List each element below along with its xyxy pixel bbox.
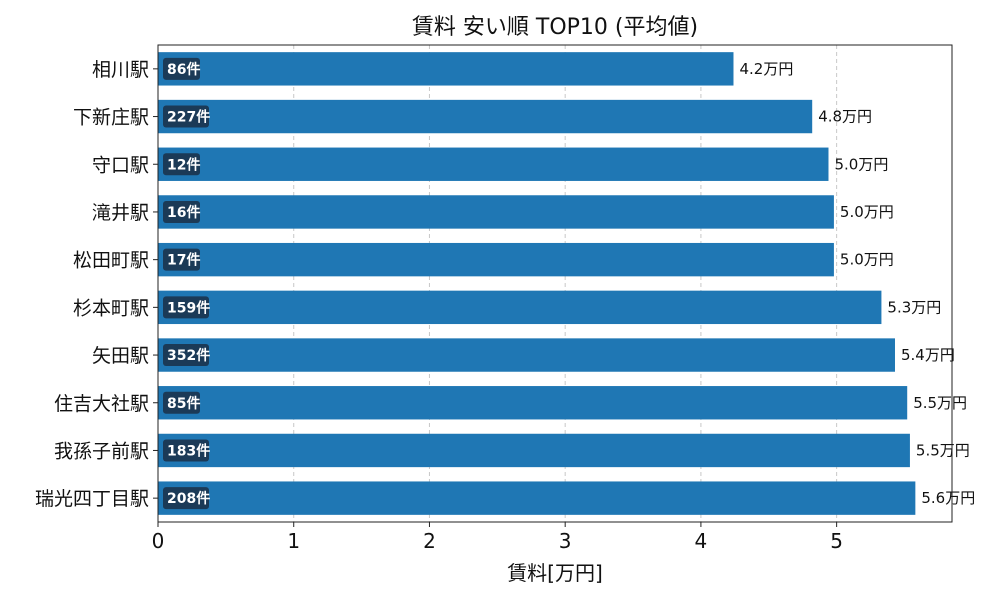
- count-badge: [163, 57, 200, 80]
- x-tick-label: 3: [559, 529, 572, 553]
- bar: [158, 386, 908, 420]
- bar: [158, 338, 895, 372]
- count-badge-label: 17件: [167, 252, 200, 269]
- count-badge: [163, 105, 209, 128]
- bar-value-label: 5.5万円: [916, 441, 970, 459]
- x-tick-label: 4: [695, 529, 708, 553]
- y-tick-label: 矢田駅: [92, 345, 149, 367]
- count-badge-label: 227件: [167, 109, 210, 126]
- x-axis-ticks: 0 1 2 3 4 5: [152, 522, 843, 553]
- x-tick-label: 1: [287, 529, 300, 553]
- bar-value-label: 5.0万円: [840, 251, 894, 269]
- count-badge-label: 12件: [167, 156, 200, 173]
- count-badge-label: 16件: [167, 204, 200, 221]
- y-tick-label: 松田町駅: [73, 250, 149, 272]
- bar: [158, 290, 882, 325]
- bar: [158, 433, 910, 468]
- x-axis-label: 賃料[万円]: [507, 561, 603, 585]
- y-tick-label: 我孫子前駅: [54, 440, 149, 462]
- bar: [158, 481, 916, 515]
- count-badge: [163, 344, 209, 367]
- bar-value-label: 5.3万円: [887, 298, 941, 316]
- bar-value-label: 4.2万円: [739, 60, 793, 78]
- count-badge: [163, 439, 209, 462]
- chart-title: 賃料 安い順 TOP10 (平均値): [412, 15, 698, 40]
- count-badge-label: 85件: [167, 395, 200, 412]
- x-tick-label: 0: [152, 529, 165, 553]
- bar-value-label: 5.4万円: [901, 346, 955, 364]
- count-badge-label: 352件: [167, 347, 210, 364]
- y-tick-label: 下新庄駅: [73, 107, 149, 129]
- y-tick-label: 守口駅: [92, 154, 149, 176]
- y-tick-label: 瑞光四丁目駅: [35, 488, 149, 510]
- bar: [158, 242, 834, 277]
- count-badge-label: 159件: [167, 299, 210, 316]
- y-tick-label: 杉本町駅: [73, 297, 149, 319]
- x-tick-label: 2: [423, 529, 436, 553]
- bar: [158, 99, 813, 134]
- count-badge: [163, 391, 200, 414]
- bars: 4.2万円 86件 4.8万円 227件 5.0万円 12件 5.0万円 16件 5.0万円 17…: [158, 52, 975, 515]
- bar: [158, 147, 829, 181]
- count-badge: [163, 248, 200, 271]
- count-badge-label: 183件: [167, 442, 210, 459]
- count-badge-label: 86件: [167, 61, 200, 78]
- count-badge-label: 208件: [167, 490, 210, 507]
- bar-value-label: 5.6万円: [921, 489, 975, 507]
- bar: [158, 52, 734, 86]
- y-tick-label: 相川駅: [92, 59, 149, 81]
- y-tick-label: 住吉大社駅: [54, 393, 149, 415]
- bar-value-label: 5.0万円: [834, 155, 888, 173]
- count-badge: [163, 487, 209, 510]
- bar-value-label: 5.5万円: [913, 394, 967, 412]
- count-badge: [163, 200, 200, 223]
- count-badge: [163, 296, 209, 319]
- bar: [158, 195, 834, 229]
- bar-value-label: 4.8万円: [818, 108, 872, 126]
- y-tick-label: 滝井駅: [92, 202, 149, 224]
- bar-value-label: 5.0万円: [840, 203, 894, 221]
- plot-frame: [157, 44, 953, 523]
- count-badge: [163, 153, 200, 176]
- x-tick-label: 5: [830, 529, 843, 553]
